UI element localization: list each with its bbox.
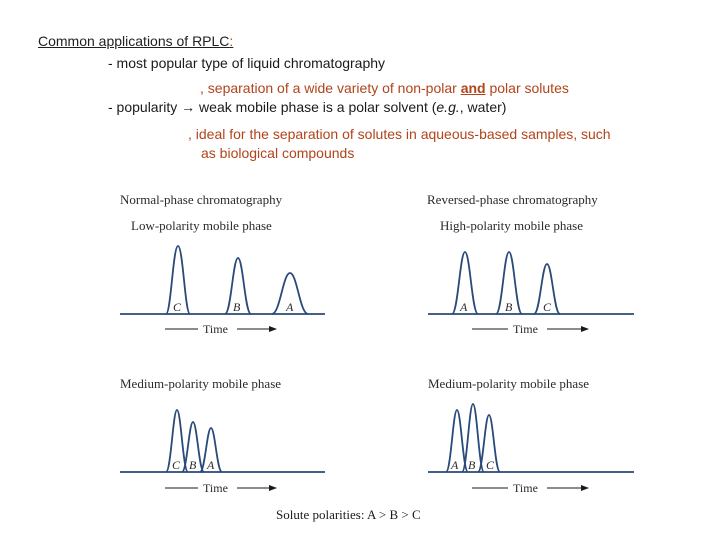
popularity-b: , water) bbox=[459, 99, 507, 115]
peak-b bbox=[224, 257, 252, 315]
peak-c bbox=[165, 245, 191, 315]
heading-text: Common applications of RPLC bbox=[38, 33, 230, 49]
high-polarity-label: High-polarity mobile phase bbox=[440, 218, 583, 233]
peak-label-3: C bbox=[486, 458, 495, 472]
reversed-phase-title: Reversed-phase chromatography bbox=[427, 192, 598, 207]
peak-label-2: B bbox=[505, 300, 513, 314]
line-ideal: , ideal for the separation of solutes in… bbox=[188, 126, 611, 142]
solute-polarities-caption: Solute polarities: A > B > C bbox=[276, 507, 421, 522]
line-separation-pre: , separation of a wide variety of non-po… bbox=[200, 80, 461, 96]
heading-colon: : bbox=[229, 33, 234, 49]
peak-label-2: B bbox=[189, 458, 197, 472]
peak-label-3: A bbox=[206, 458, 215, 472]
panel-normal-low: C B A Time bbox=[120, 245, 325, 336]
line-separation-post: polar solutes bbox=[485, 80, 569, 96]
medium-polarity-left-label: Medium-polarity mobile phase bbox=[120, 376, 281, 391]
peak-c bbox=[533, 263, 561, 315]
peak-c bbox=[477, 414, 501, 473]
bullet-popularity: - popularity → weak mobile phase is a po… bbox=[108, 99, 506, 116]
panel-reversed-medium: A B C Time bbox=[428, 403, 634, 495]
and-word: and bbox=[460, 80, 486, 96]
line-biological: as biological compounds bbox=[201, 145, 355, 161]
peak-a bbox=[445, 409, 469, 473]
peak-label-1: A bbox=[450, 458, 459, 472]
time-label: Time bbox=[203, 481, 228, 495]
arrow-icon: → bbox=[181, 99, 196, 115]
peak-c bbox=[165, 409, 189, 473]
peak-label-1: C bbox=[173, 300, 182, 314]
low-polarity-label: Low-polarity mobile phase bbox=[131, 218, 272, 233]
peak-label-1: C bbox=[172, 458, 181, 472]
medium-polarity-right-label: Medium-polarity mobile phase bbox=[428, 376, 589, 391]
peak-b bbox=[461, 403, 485, 473]
time-label: Time bbox=[513, 322, 538, 336]
peak-a bbox=[451, 251, 479, 315]
time-label: Time bbox=[513, 481, 538, 495]
normal-phase-title: Normal-phase chromatography bbox=[120, 192, 283, 207]
panel-normal-medium: C B A Time bbox=[120, 409, 325, 495]
time-label: Time bbox=[203, 322, 228, 336]
panel-reversed-high: A B C Time bbox=[428, 251, 634, 336]
heading: Common applications of RPLC: bbox=[38, 33, 233, 50]
peak-label-3: A bbox=[285, 300, 294, 314]
peak-a bbox=[271, 272, 309, 315]
popularity-a: weak mobile phase is a polar solvent ( bbox=[195, 99, 437, 115]
peak-label-3: C bbox=[543, 300, 552, 314]
peak-b bbox=[495, 251, 523, 315]
bullet-popular: - most popular type of liquid chromatogr… bbox=[108, 55, 386, 71]
popularity-pre: - popularity bbox=[108, 99, 182, 115]
peak-a bbox=[199, 427, 223, 473]
peak-b bbox=[181, 421, 205, 473]
peak-label-2: B bbox=[468, 458, 476, 472]
peak-label-1: A bbox=[459, 300, 468, 314]
peak-label-2: B bbox=[233, 300, 241, 314]
eg-text: e.g. bbox=[436, 99, 460, 115]
line-separation: , separation of a wide variety of non-po… bbox=[200, 80, 569, 97]
